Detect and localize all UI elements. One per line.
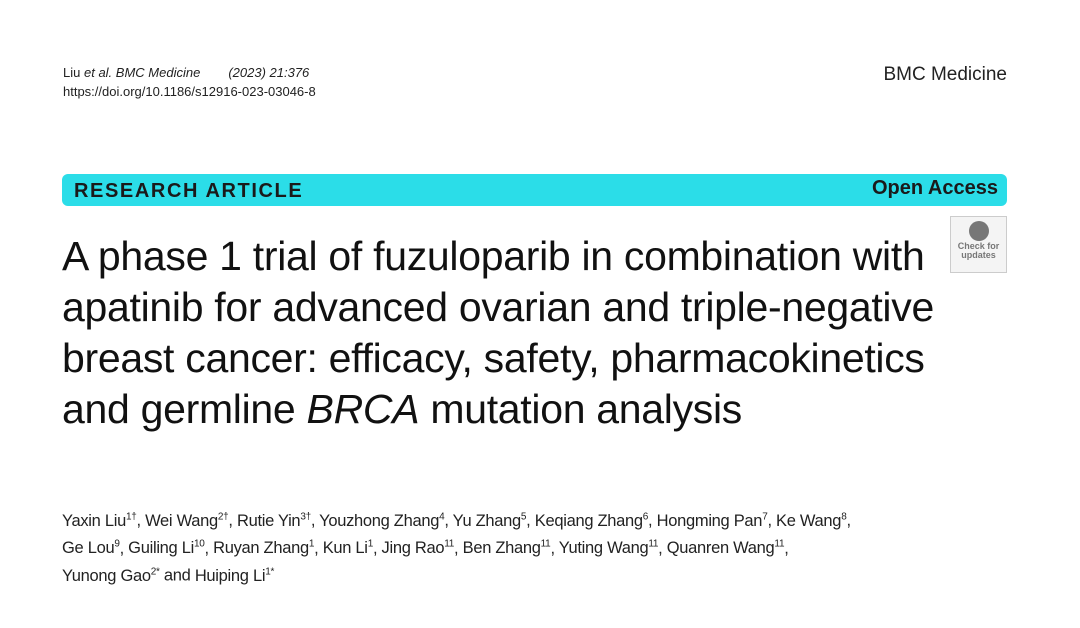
author-name: Ruyan Zhang (213, 539, 309, 557)
author-affiliation: 5 (520, 511, 527, 522)
author[interactable]: Jing Rao11 (381, 538, 455, 558)
article-type: RESEARCH ARTICLE (74, 180, 304, 202)
author-name: Kun Li (322, 539, 368, 557)
check-for-updates-button[interactable]: Check for updates (950, 216, 1007, 273)
author[interactable]: Guiling Li10 (128, 538, 205, 558)
author-name: Guiling Li (128, 539, 194, 557)
author-affiliation: 11 (444, 538, 455, 550)
author-name: Ben Zhang (462, 539, 541, 557)
author-affiliation: 1 (367, 538, 374, 550)
author-name: Ge Lou (62, 539, 115, 557)
author-list: Yaxin Liu1†, Wei Wang2†, Rutie Yin3†, Yo… (62, 511, 851, 585)
author-name: Yuting Wang (558, 539, 649, 557)
author-affiliation: 2† (217, 511, 229, 522)
author-name: Rutie Yin (236, 511, 301, 530)
author-affiliation: 9 (114, 538, 120, 550)
author-name: Ke Wang (776, 511, 842, 530)
author-affiliation: 4 (439, 511, 445, 522)
author-affiliation: 11 (774, 538, 785, 550)
author-affiliation: 8 (841, 511, 847, 522)
author[interactable]: Kun Li1 (322, 538, 374, 558)
doi-link[interactable]: https://doi.org/10.1186/s12916-023-03046… (63, 84, 316, 99)
author-affiliation: 11 (540, 538, 551, 550)
title-gene: BRCA (306, 386, 420, 432)
open-access-label: Open Access (872, 177, 998, 199)
author-name: Huiping Li (194, 566, 266, 585)
check-updates-line2: updates (961, 250, 996, 260)
author[interactable]: Quanren Wang11 (666, 538, 785, 558)
cite-journal: BMC Medicine (115, 65, 201, 80)
author[interactable]: Hongming Pan7 (656, 511, 768, 530)
citation: Liu et al. BMC Medicine (2023) 21:376 htt… (63, 63, 316, 101)
author-affiliation: 1 (308, 538, 315, 550)
author-name: Youzhong Zhang (319, 511, 440, 530)
author-name: Yu Zhang (452, 511, 522, 530)
author[interactable]: Ge Lou9 (62, 538, 120, 558)
title-text: A phase 1 trial of fuzuloparib in combin… (62, 233, 934, 432)
author[interactable]: Ben Zhang11 (462, 538, 551, 558)
check-updates-icon (968, 221, 989, 241)
title-end: mutation analysis (419, 386, 743, 432)
cite-author: Liu (63, 65, 81, 80)
cite-year-volume: (2023) 21:376 (228, 65, 310, 80)
author-name: Yaxin Liu (62, 511, 126, 530)
journal-name: BMC Medicine (883, 64, 1007, 85)
author-name: Wei Wang (145, 511, 218, 530)
article-title: A phase 1 trial of fuzuloparib in combin… (62, 231, 942, 435)
author[interactable]: Yuting Wang11 (558, 538, 659, 558)
author-affiliation: 6 (642, 511, 649, 522)
author[interactable]: Yaxin Liu1† (62, 511, 137, 530)
author-name: Keqiang Zhang (534, 511, 643, 530)
author[interactable]: Yunong Gao2* (62, 566, 160, 585)
author[interactable]: Ruyan Zhang1 (213, 538, 315, 558)
author[interactable]: Yu Zhang5 (452, 511, 527, 530)
author-affiliation: 1* (265, 566, 275, 577)
author-affiliation: 3† (300, 511, 311, 522)
author[interactable]: Ke Wang8 (776, 511, 847, 530)
author-affiliation: 10 (193, 538, 205, 550)
author[interactable]: Rutie Yin3† (236, 511, 311, 530)
author-name: Hongming Pan (656, 511, 763, 530)
author-affiliation: 7 (762, 511, 768, 522)
author-affiliation: 1† (125, 511, 137, 522)
author[interactable]: Wei Wang2† (145, 511, 229, 530)
author[interactable]: Keqiang Zhang6 (534, 511, 649, 530)
author[interactable]: Youzhong Zhang4 (319, 511, 445, 530)
author-affiliation: 11 (648, 538, 659, 550)
author-name: Jing Rao (381, 539, 445, 557)
author-name: Quanren Wang (666, 539, 775, 557)
author-name: Yunong Gao (62, 566, 151, 585)
cite-etal: et al. (83, 65, 113, 80)
check-updates-line1: Check for (957, 241, 1000, 251)
author[interactable]: Huiping Li1* (194, 566, 275, 585)
author-affiliation: 2* (150, 566, 160, 577)
article-type-banner: RESEARCH ARTICLE Open Access (62, 174, 1007, 206)
